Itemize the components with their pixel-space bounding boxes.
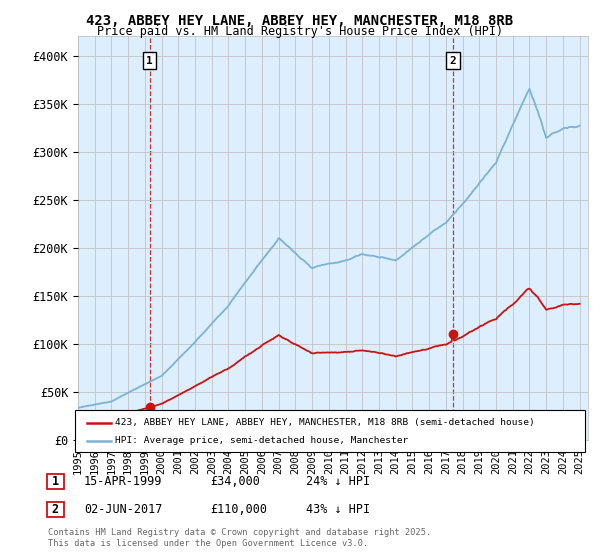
Text: 24% ↓ HPI: 24% ↓ HPI	[306, 475, 370, 488]
Text: 02-JUN-2017: 02-JUN-2017	[84, 503, 163, 516]
Text: 1: 1	[52, 475, 59, 488]
Text: 2: 2	[449, 55, 456, 66]
Text: 423, ABBEY HEY LANE, ABBEY HEY, MANCHESTER, M18 8RB (semi-detached house): 423, ABBEY HEY LANE, ABBEY HEY, MANCHEST…	[115, 418, 535, 427]
Text: £34,000: £34,000	[210, 475, 260, 488]
Text: 15-APR-1999: 15-APR-1999	[84, 475, 163, 488]
Text: 1: 1	[146, 55, 153, 66]
Text: £110,000: £110,000	[210, 503, 267, 516]
Text: 43% ↓ HPI: 43% ↓ HPI	[306, 503, 370, 516]
Text: 2: 2	[52, 503, 59, 516]
Text: Contains HM Land Registry data © Crown copyright and database right 2025.
This d: Contains HM Land Registry data © Crown c…	[48, 528, 431, 548]
Text: Price paid vs. HM Land Registry's House Price Index (HPI): Price paid vs. HM Land Registry's House …	[97, 25, 503, 38]
Text: HPI: Average price, semi-detached house, Manchester: HPI: Average price, semi-detached house,…	[115, 436, 409, 445]
Text: 423, ABBEY HEY LANE, ABBEY HEY, MANCHESTER, M18 8RB: 423, ABBEY HEY LANE, ABBEY HEY, MANCHEST…	[86, 14, 514, 28]
